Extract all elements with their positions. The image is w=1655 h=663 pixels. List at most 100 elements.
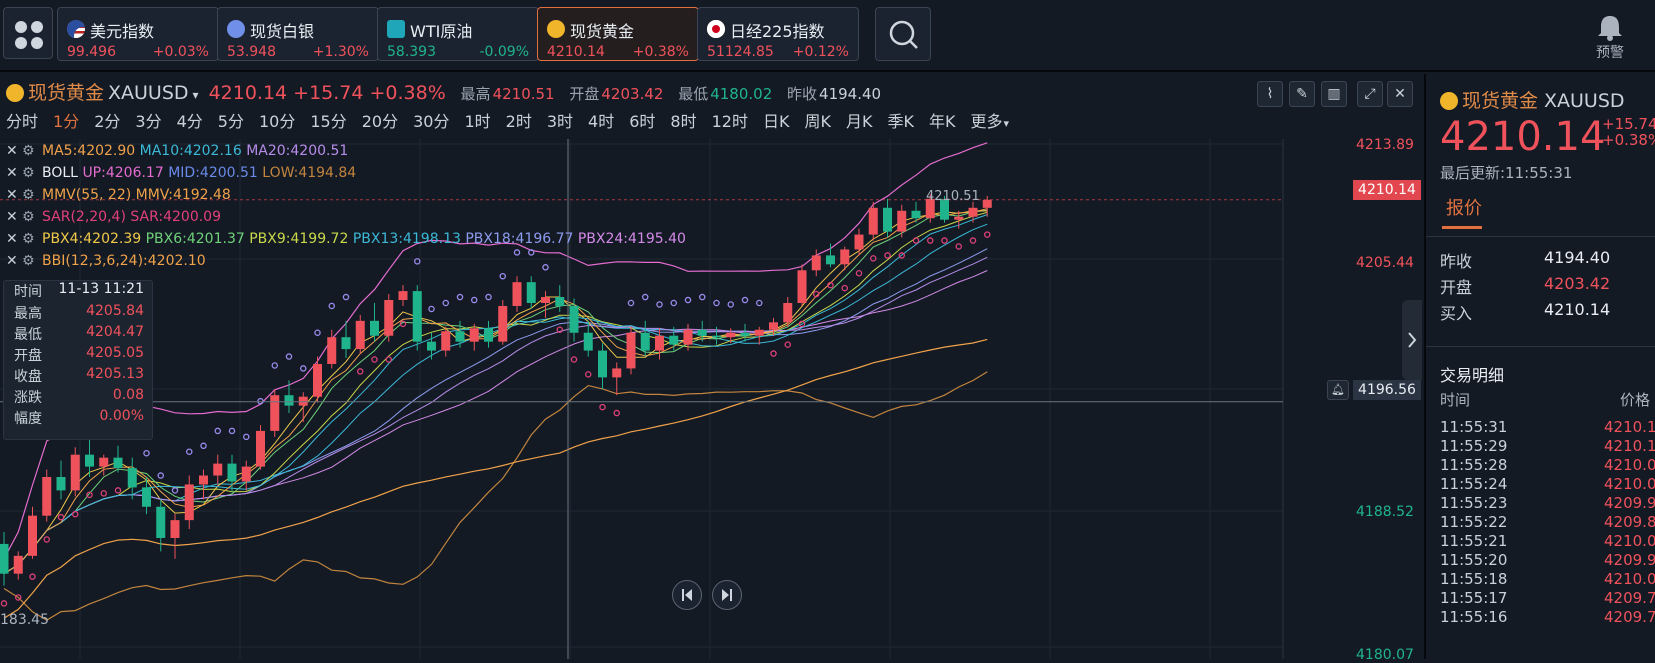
candle-body xyxy=(797,270,807,303)
period-tab[interactable]: 周K xyxy=(804,112,831,131)
close-icon[interactable]: ✕ xyxy=(6,187,18,203)
search-button[interactable] xyxy=(875,7,931,61)
period-tab[interactable]: 30分 xyxy=(413,112,450,131)
axis-low: 4188.52 xyxy=(1356,504,1414,520)
expand-button[interactable]: ⤢ xyxy=(1357,81,1383,107)
scroll-end-button[interactable] xyxy=(712,580,742,610)
trade-row: 11:55:20 4209.96 xyxy=(1440,551,1655,570)
chevron-down-icon[interactable]: ▾ xyxy=(192,88,199,102)
ticker-tile[interactable]: WTI原油 58.393 -0.09% xyxy=(377,7,539,61)
gear-icon[interactable]: ⚙ xyxy=(22,187,35,203)
period-tab[interactable]: 1分 xyxy=(53,112,80,131)
period-tab[interactable]: 2分 xyxy=(94,112,121,131)
sar-dot xyxy=(898,252,906,259)
tt-amp: 0.00% xyxy=(99,408,144,424)
chevron-down-icon[interactable]: ▾ xyxy=(1003,117,1009,130)
sar-dot xyxy=(143,449,150,457)
period-tab[interactable]: 3时 xyxy=(546,112,574,131)
period-tab[interactable]: 5分 xyxy=(217,112,244,131)
draw-button[interactable]: ✎ xyxy=(1289,81,1315,107)
period-tab[interactable]: 1时 xyxy=(464,112,491,131)
symbol-name[interactable]: 现货黄金 xyxy=(28,82,105,104)
sar-dot xyxy=(200,442,207,450)
close-icon[interactable]: ✕ xyxy=(6,209,18,225)
period-tab[interactable]: 4分 xyxy=(176,112,203,131)
boll-up: UP:4206.17 xyxy=(82,165,164,181)
sar-dot xyxy=(855,269,863,277)
candlestick-chart[interactable] xyxy=(0,139,1420,659)
gear-icon[interactable]: ⚙ xyxy=(22,253,35,269)
candle-body xyxy=(854,234,864,250)
candle-body xyxy=(840,249,850,265)
sar-dot xyxy=(813,290,820,298)
period-tab[interactable]: 年K xyxy=(928,112,956,131)
close-icon[interactable]: ✕ xyxy=(6,165,18,181)
period-tab[interactable]: 15分 xyxy=(310,112,347,131)
symbol-code[interactable]: XAUUSD xyxy=(108,82,189,104)
candle-body xyxy=(555,297,565,306)
close-chart-button[interactable]: ✕ xyxy=(1387,81,1413,107)
apps-menu-button[interactable] xyxy=(3,7,53,59)
trade-row: 11:55:31 4210.14 xyxy=(1440,418,1655,437)
period-tab[interactable]: 月K xyxy=(845,112,873,131)
header-price: 4210.14 xyxy=(208,82,288,104)
tt-high: 4205.84 xyxy=(86,303,144,319)
close-icon[interactable]: ✕ xyxy=(6,253,18,269)
indicator-line xyxy=(3,209,988,575)
quote-code: XAUUSD xyxy=(1544,90,1625,112)
sar-dot xyxy=(228,427,236,435)
chart-type-button[interactable]: ▥ xyxy=(1321,81,1347,107)
candle-body xyxy=(484,328,493,342)
tt-chg-label: 涨跌 xyxy=(14,390,42,406)
ticker-change: +0.03% xyxy=(152,44,209,60)
period-tab[interactable]: 6时 xyxy=(629,112,656,131)
alert-button[interactable]: 预警 xyxy=(1585,12,1635,62)
tt-time-label: 时间 xyxy=(14,284,42,300)
gear-icon[interactable]: ⚙ xyxy=(22,209,35,225)
legend-boll: ✕ ⚙ BOLL UP:4206.17 MID:4200.51 LOW:4194.8… xyxy=(6,162,686,184)
tt-high-label: 最高 xyxy=(14,306,42,322)
side-panel-toggle[interactable] xyxy=(1402,300,1422,380)
period-tab[interactable]: 10分 xyxy=(258,112,296,131)
period-tab[interactable]: 季K xyxy=(887,112,914,131)
sar-dot xyxy=(770,350,777,357)
indicator-button[interactable]: ⌇ xyxy=(1257,81,1283,107)
price-alert-button[interactable]: 🔔︎ xyxy=(1327,380,1349,400)
trade-price: 4209.76 xyxy=(1604,589,1655,607)
scroll-start-button[interactable] xyxy=(672,580,702,610)
gear-icon[interactable]: ⚙ xyxy=(22,165,35,181)
close-icon[interactable]: ✕ xyxy=(6,143,18,159)
ticker-tile[interactable]: 日经225指数 51124.85 +0.12% xyxy=(697,7,859,61)
period-tab[interactable]: 3分 xyxy=(135,112,162,131)
tab-quote[interactable]: 报价 xyxy=(1446,198,1482,219)
ticker-tile[interactable]: 现货黄金 4210.14 +0.38% xyxy=(537,7,699,61)
period-tab[interactable]: 分时 xyxy=(6,112,39,131)
ticker-tile[interactable]: 美元指数 99.496 +0.03% xyxy=(57,7,219,61)
period-tab[interactable]: 8时 xyxy=(670,112,697,131)
sar-dot xyxy=(428,305,435,313)
legend-mmv: ✕ ⚙ MMV(55, 22) MMV:4192.48 xyxy=(6,184,686,206)
gear-icon[interactable]: ⚙ xyxy=(22,231,35,247)
period-tab[interactable]: 20分 xyxy=(361,112,399,131)
candle-body xyxy=(355,320,365,350)
crosshair-tooltip: 时间 11-13 11:21 最高 4205.84 最低 4204.47 开盘 4205… xyxy=(3,280,153,440)
candle-body xyxy=(384,300,394,336)
period-tab[interactable]: 4时 xyxy=(588,112,615,131)
close-icon[interactable]: ✕ xyxy=(6,231,18,247)
trade-price: 4210.13 xyxy=(1604,437,1655,455)
period-tab[interactable]: 2时 xyxy=(505,112,532,131)
low-label: 最低 xyxy=(678,85,709,103)
ticker-tile[interactable]: 现货白银 53.948 +1.30% xyxy=(217,7,379,61)
sar-dot xyxy=(29,573,36,580)
bbi-value: BBI(12,3,6,24):4202.10 xyxy=(42,253,206,269)
candle-body xyxy=(199,475,208,485)
gear-icon[interactable]: ⚙ xyxy=(22,143,35,159)
jp-flag-icon xyxy=(707,20,725,38)
period-tab[interactable]: 日K xyxy=(762,112,790,131)
trade-row: 11:55:16 4209.78 xyxy=(1440,608,1655,627)
boll-lower-line xyxy=(3,371,988,621)
period-tab[interactable]: 更多 xyxy=(970,112,1003,131)
header-change: +15.74 xyxy=(293,82,364,104)
candle-body xyxy=(28,515,37,556)
period-tab[interactable]: 12时 xyxy=(711,112,748,131)
